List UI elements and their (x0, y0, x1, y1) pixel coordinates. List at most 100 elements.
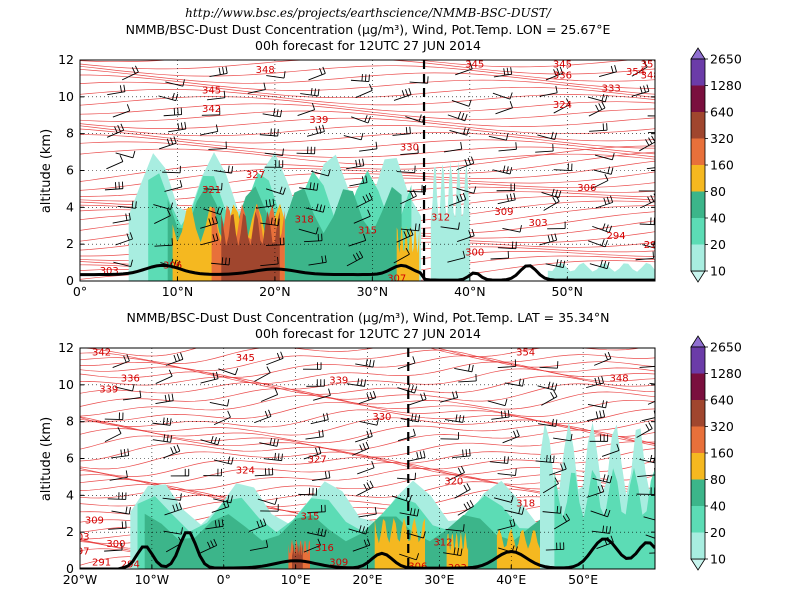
theta-label: 306 (577, 183, 596, 194)
wind-barb-flag (373, 390, 377, 398)
y-tick-label: 8 (66, 126, 74, 141)
wind-barb-flag (423, 392, 427, 400)
wind-barb-flag (234, 368, 239, 375)
wind-barb-flag (611, 152, 615, 160)
wind-barb-flag (376, 418, 379, 426)
wind-barb-flag (276, 352, 281, 360)
wind-barb (553, 437, 571, 442)
wind-barb (260, 222, 279, 227)
wind-barb-flag (123, 449, 126, 457)
theta-label: 357 (641, 60, 660, 71)
wind-barb-flag (210, 435, 214, 443)
wind-barb (109, 476, 128, 481)
wind-barb (266, 357, 284, 366)
wind-barb-flag (603, 197, 607, 205)
wind-barb (641, 417, 655, 422)
wind-barb-flag (365, 441, 370, 449)
wind-barb (300, 93, 319, 97)
wind-barb (254, 415, 272, 424)
wind-barb (643, 516, 655, 521)
wind-barb-flag (420, 393, 424, 401)
wind-barb-flag (570, 433, 573, 441)
theta-contour (80, 421, 655, 444)
wind-barb (456, 162, 475, 171)
theta-label: 336 (553, 71, 572, 82)
wind-barb-flag (362, 526, 365, 534)
wind-barb-flag (407, 384, 411, 392)
wind-barb (165, 81, 183, 87)
wind-barb (545, 548, 564, 551)
theta-label: 348 (610, 373, 629, 384)
wind-barb-flag (315, 227, 319, 235)
wind-barb-flag (265, 199, 268, 207)
wind-barb-flag (414, 414, 417, 422)
wind-barb-flag (565, 98, 571, 105)
theta-label: 339 (329, 375, 348, 386)
wind-barb-flag (595, 411, 599, 419)
wind-barb (448, 199, 466, 207)
wind-barb-flag (507, 410, 510, 418)
wind-barb-flag (130, 259, 133, 267)
wind-barb (392, 495, 410, 503)
wind-barb-flag (505, 133, 509, 141)
wind-barb-flag (607, 166, 610, 174)
wind-barb-flag (503, 456, 506, 464)
wind-barb-flag (462, 415, 465, 423)
wind-barb-flag (215, 371, 219, 379)
wind-barb-flag (222, 501, 226, 508)
wind-barb (359, 148, 378, 152)
wind-barb (305, 436, 324, 440)
wind-barb-flag (468, 99, 472, 107)
wind-barb-flag (562, 260, 566, 268)
y-tick-label: 4 (66, 199, 74, 214)
wind-barb-flag (367, 209, 371, 217)
wind-barb-flag (274, 218, 277, 226)
wind-barb (163, 114, 182, 117)
wind-barb (306, 532, 325, 537)
wind-barb-flag (171, 393, 174, 401)
wind-barb-flag (175, 503, 179, 511)
wind-barb-flag (507, 456, 509, 464)
wind-barb (497, 525, 516, 531)
theta-label: 315 (358, 225, 377, 236)
wind-barb (631, 90, 650, 97)
wind-barb-flag (274, 387, 279, 395)
wind-barb (211, 262, 230, 266)
theta-label: 318 (295, 214, 314, 225)
wind-barb (647, 400, 655, 405)
wind-barb-flag (610, 195, 614, 203)
wind-barb-flag (173, 136, 177, 144)
wind-barb (497, 247, 516, 250)
wind-barb-flag (367, 538, 371, 546)
wind-barb-flag (645, 139, 650, 146)
x-tick-label: 20°N (259, 284, 291, 299)
wind-barb (495, 107, 513, 115)
wind-barb-flag (321, 255, 324, 263)
dust-layer-80-b (446, 532, 469, 569)
wind-barb-flag (318, 125, 322, 133)
colorbar-segment (691, 244, 705, 271)
wind-barb-flag (518, 378, 521, 386)
wind-barb (593, 169, 612, 175)
theta-label: 312 (431, 213, 450, 224)
wind-barb (112, 360, 130, 368)
wind-barb-flag (413, 508, 416, 516)
theta-contour (80, 409, 655, 431)
wind-barb-flag (464, 114, 468, 121)
theta-label: 315 (300, 512, 319, 523)
wind-barb (104, 433, 122, 443)
wind-barb (257, 498, 276, 505)
wind-barb-flag (466, 128, 470, 136)
wind-barb-flag (132, 150, 136, 158)
wind-barb-flag (509, 101, 513, 108)
wind-barb (298, 228, 317, 235)
wind-barb-flag (162, 417, 165, 425)
wind-barb (646, 167, 655, 170)
top-terrain-line (80, 263, 655, 281)
wind-barb-flag (554, 477, 559, 484)
theta-contour (80, 125, 655, 142)
colorbar-label: 2650 (710, 340, 742, 355)
wind-barb (213, 498, 231, 504)
wind-barb-flag (218, 519, 221, 527)
y-tick-label: 0 (66, 273, 74, 288)
